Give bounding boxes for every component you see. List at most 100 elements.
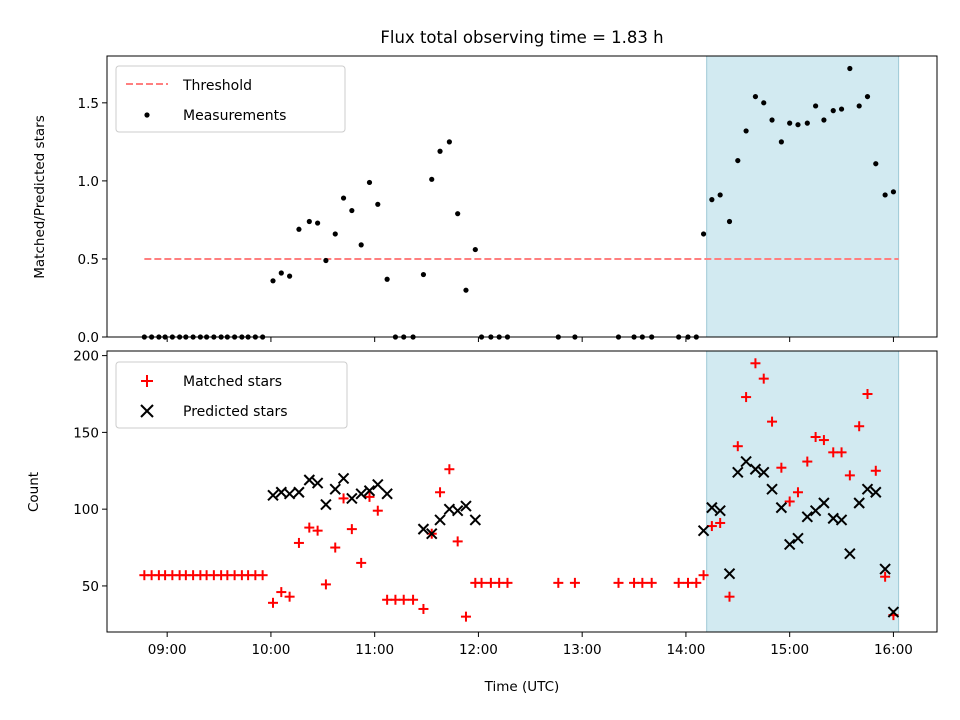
matched-star-point [637, 577, 648, 588]
matched-star-point [862, 388, 873, 399]
measurement-point [813, 103, 819, 109]
measurement-point [296, 226, 302, 232]
predicted-star-point [818, 497, 830, 509]
matched-star-point [767, 416, 778, 427]
measurement-point [864, 93, 871, 100]
matched-star-point [435, 487, 446, 498]
matched-star-point [460, 611, 471, 622]
x-tick-label: 13:00 [563, 642, 602, 658]
matched-star-point [553, 577, 564, 588]
matched-star-point [398, 594, 409, 605]
predicted-star-point [363, 485, 376, 497]
measurement-point [804, 120, 810, 126]
measurement-point [890, 189, 897, 195]
predicted-star-point [801, 511, 814, 523]
y-tick-label: 50 [82, 579, 99, 595]
highlight-region [706, 55, 900, 338]
measurement-point [795, 122, 801, 128]
predicted-star-point [887, 606, 900, 618]
measurement-point [315, 220, 321, 226]
predicted-star-point [792, 532, 804, 545]
predicted-star-point [706, 501, 718, 514]
measurement-point [856, 103, 862, 109]
matched-star-point [338, 493, 349, 504]
measurement-point [787, 120, 793, 126]
matched-star-point [284, 591, 295, 602]
measurement-point [287, 273, 293, 279]
count-axes-frame [106, 350, 938, 633]
matched-star-point [372, 505, 383, 516]
matched-star-point [810, 431, 821, 442]
predicted-star-point [311, 477, 324, 489]
x-tick-label: 14:00 [666, 642, 705, 658]
matched-star-point [452, 536, 463, 547]
predicted-star-point [861, 483, 874, 495]
matched-star-point [304, 522, 315, 533]
measurement-point [278, 270, 284, 276]
y-tick-label: 200 [73, 349, 99, 365]
legend-measurements-marker [144, 112, 150, 118]
matched-star-point [646, 577, 657, 588]
predicted-star-point [749, 463, 762, 475]
predicted-star-point [783, 538, 796, 551]
x-tick-label: 09:00 [148, 642, 187, 658]
matched-star-point [818, 435, 829, 446]
matched-star-point [312, 525, 323, 536]
legend-matched-label: Matched stars [183, 374, 282, 390]
predicted-star-point [870, 486, 882, 498]
measurement-point [446, 139, 452, 145]
predicted-star-point [879, 563, 891, 575]
y-tick-label: 0.0 [78, 330, 99, 346]
legend-matched-marker [141, 375, 153, 387]
matched-star-point [408, 594, 419, 605]
predicted-star-point [320, 498, 332, 511]
matched-star-point [356, 557, 367, 568]
x-tick-label: 11:00 [355, 642, 394, 658]
measurement-point [769, 117, 775, 123]
matched-star-point [836, 447, 847, 458]
measurement-point [323, 257, 329, 264]
x-tick-label: 16:00 [874, 642, 913, 658]
predicted-star-point [697, 524, 710, 537]
x-tick-label: 15:00 [770, 642, 809, 658]
ratio-axes-frame [106, 55, 938, 338]
measurement-point [709, 197, 715, 203]
matched-star-point [276, 587, 287, 598]
measurement-point [472, 246, 478, 253]
measurement-point [429, 176, 435, 182]
measurement-point [752, 93, 759, 100]
matched-star-point [698, 570, 709, 581]
matched-star-point [732, 441, 743, 452]
predicted-star-point [293, 486, 305, 498]
measurement-point [270, 278, 276, 284]
measurement-point [726, 218, 733, 225]
measurement-point [420, 271, 427, 278]
measurement-point [455, 211, 461, 217]
matched-star-point [854, 421, 865, 432]
matched-star-point [724, 591, 735, 602]
x-tick-label: 10:00 [251, 642, 290, 658]
matched-star-point [293, 537, 304, 548]
matched-star-point [758, 373, 769, 384]
measurement-point [873, 161, 879, 167]
measurement-point [332, 231, 338, 237]
matched-star-point [330, 542, 341, 553]
predicted-star-point [451, 504, 464, 517]
legend-measurements-label: Measurements [183, 108, 286, 124]
matched-star-point [784, 496, 795, 507]
matched-star-point [715, 517, 726, 528]
matched-star-point [741, 392, 752, 403]
predicted-star-point [434, 514, 446, 526]
predicted-star-point [460, 500, 472, 512]
measurement-point [830, 108, 836, 114]
predicted-star-point [775, 501, 788, 514]
predicted-star-point [337, 472, 350, 485]
chart-title: Flux total observing time = 1.83 h [380, 28, 663, 47]
predicted-star-point [267, 489, 279, 502]
matched-star-point [613, 577, 624, 588]
ratio-panel: 0.0 0.5 1.0 1.5 Matched/Predicted stars Thr… [32, 55, 938, 346]
predicted-star-point [732, 466, 744, 479]
predicted-star-point [740, 455, 752, 468]
predicted-star-point [346, 492, 358, 505]
